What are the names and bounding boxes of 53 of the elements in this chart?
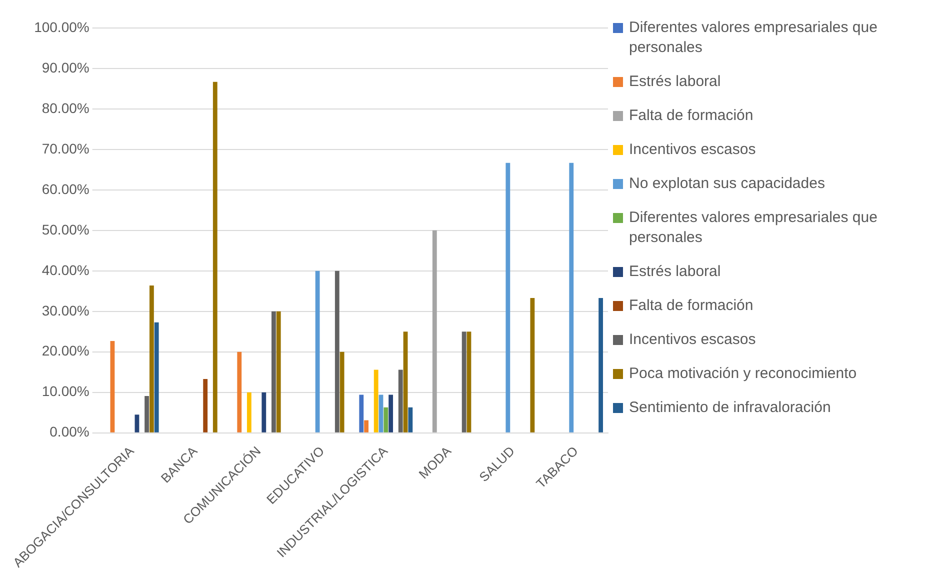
bar xyxy=(530,298,535,432)
bar xyxy=(276,311,281,432)
y-tick-label: 70.00% xyxy=(42,140,90,156)
bar xyxy=(340,352,344,432)
y-tick-label: 100.00% xyxy=(34,18,90,35)
legend-label: Poca motivación y reconocimiento xyxy=(629,364,857,384)
legend-label: Estrés laboral xyxy=(629,262,721,282)
bar xyxy=(506,162,510,432)
bar xyxy=(462,332,466,432)
bar xyxy=(432,230,437,432)
bar xyxy=(364,420,368,432)
bar xyxy=(388,394,394,432)
bar xyxy=(359,394,364,432)
bar xyxy=(203,379,208,432)
bar xyxy=(334,270,340,432)
bar xyxy=(110,340,115,432)
y-tick-label: 80.00% xyxy=(42,100,90,116)
bar xyxy=(246,392,252,432)
bar xyxy=(403,332,408,432)
y-tick-label: 0.00% xyxy=(50,424,90,440)
legend-label: Diferentes valores empresariales que personales xyxy=(629,208,878,248)
bar xyxy=(144,396,149,432)
bar xyxy=(384,407,388,432)
bar xyxy=(149,285,154,432)
legend-label: No explotan sus capacidades xyxy=(629,174,825,194)
bar xyxy=(374,370,378,432)
bar xyxy=(134,414,140,432)
legend-label: Estrés laboral xyxy=(629,72,721,92)
bar xyxy=(315,270,320,432)
y-tick-label: 40.00% xyxy=(42,262,90,278)
bar xyxy=(154,322,159,432)
y-tick-label: 50.00% xyxy=(42,221,90,238)
y-tick-label: 60.00% xyxy=(42,180,90,197)
y-tick-label: 30.00% xyxy=(42,302,90,318)
bar xyxy=(598,298,603,432)
legend-label: Incentivos escasos xyxy=(629,330,756,350)
bar xyxy=(466,332,472,432)
bar xyxy=(271,311,276,432)
legend-label: Diferentes valores empresariales que personales xyxy=(629,18,878,58)
y-tick-label: 20.00% xyxy=(42,342,90,359)
legend-label: Falta de formación xyxy=(629,106,754,126)
bar xyxy=(237,352,242,432)
bar xyxy=(569,162,574,432)
bar xyxy=(378,394,384,432)
y-tick-label: 90.00% xyxy=(42,59,90,76)
bar xyxy=(398,370,403,432)
bar xyxy=(262,392,266,432)
legend-label: Incentivos escasos xyxy=(629,140,756,160)
y-tick-label: 10.00% xyxy=(42,383,90,400)
bar xyxy=(212,82,218,432)
legend-label: Falta de formación xyxy=(629,296,754,316)
bar xyxy=(408,407,413,432)
legend-label: Sentimiento de infravaloración xyxy=(629,398,831,418)
